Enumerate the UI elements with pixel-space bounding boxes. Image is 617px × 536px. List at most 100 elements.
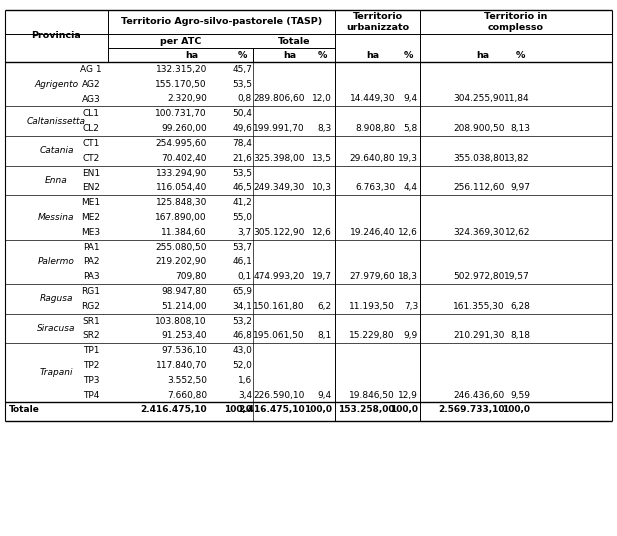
Text: AG 1: AG 1 [80, 65, 102, 74]
Text: 14.449,30: 14.449,30 [349, 94, 395, 103]
Text: 70.402,40: 70.402,40 [162, 154, 207, 163]
Text: 9,4: 9,4 [404, 94, 418, 103]
Text: Totale: Totale [278, 36, 310, 46]
Text: 255.080,50: 255.080,50 [155, 242, 207, 251]
Text: Ragusa: Ragusa [39, 294, 73, 303]
Text: CL1: CL1 [83, 109, 99, 118]
Text: 249.349,30: 249.349,30 [254, 183, 305, 192]
Text: 78,4: 78,4 [232, 139, 252, 148]
Text: Palermo: Palermo [38, 257, 75, 266]
Text: 2.569.733,10: 2.569.733,10 [439, 405, 505, 414]
Text: %: % [238, 50, 247, 59]
Text: CT2: CT2 [83, 154, 99, 163]
Text: 100,0: 100,0 [304, 405, 332, 414]
Text: 289.806,60: 289.806,60 [254, 94, 305, 103]
Text: 15.229,80: 15.229,80 [349, 331, 395, 340]
Text: ha: ha [283, 50, 297, 59]
Text: ME2: ME2 [81, 213, 101, 222]
Text: 12,6: 12,6 [312, 228, 332, 237]
Text: 12,6: 12,6 [398, 228, 418, 237]
Text: 11,84: 11,84 [504, 94, 530, 103]
Text: %: % [404, 50, 413, 59]
Text: 155.170,50: 155.170,50 [155, 80, 207, 88]
Text: 210.291,30: 210.291,30 [453, 331, 505, 340]
Text: TP2: TP2 [83, 361, 99, 370]
Text: Messina: Messina [38, 213, 75, 222]
Text: Agrigento: Agrigento [35, 80, 78, 88]
Text: 19,7: 19,7 [312, 272, 332, 281]
Text: 6,28: 6,28 [510, 302, 530, 311]
Text: 91.253,40: 91.253,40 [162, 331, 207, 340]
Text: 49,6: 49,6 [232, 124, 252, 133]
Text: 50,4: 50,4 [232, 109, 252, 118]
Text: 132.315,20: 132.315,20 [155, 65, 207, 74]
Text: 45,7: 45,7 [232, 65, 252, 74]
Text: 53,2: 53,2 [232, 316, 252, 325]
Text: 53,5: 53,5 [232, 80, 252, 88]
Text: 133.294,90: 133.294,90 [155, 168, 207, 177]
Text: 9,4: 9,4 [318, 391, 332, 399]
Text: 709,80: 709,80 [175, 272, 207, 281]
Text: EN2: EN2 [82, 183, 100, 192]
Text: 199.991,70: 199.991,70 [254, 124, 305, 133]
Text: 195.061,50: 195.061,50 [254, 331, 305, 340]
Text: 150.161,80: 150.161,80 [254, 302, 305, 311]
Text: 305.122,90: 305.122,90 [254, 228, 305, 237]
Text: 3.552,50: 3.552,50 [167, 376, 207, 385]
Text: 8,3: 8,3 [318, 124, 332, 133]
Text: Siracusa: Siracusa [37, 324, 76, 333]
Text: 0,1: 0,1 [238, 272, 252, 281]
Text: 51.214,00: 51.214,00 [162, 302, 207, 311]
Text: 29.640,80: 29.640,80 [349, 154, 395, 163]
Text: 1,6: 1,6 [238, 376, 252, 385]
Text: Territorio Agro-silvo-pastorele (TASP): Territorio Agro-silvo-pastorele (TASP) [121, 18, 322, 26]
Text: Trapani: Trapani [39, 368, 73, 377]
Text: AG3: AG3 [81, 94, 101, 103]
Text: Totale: Totale [9, 405, 40, 414]
Text: 208.900,50: 208.900,50 [453, 124, 505, 133]
Text: 9,97: 9,97 [510, 183, 530, 192]
Text: ha: ha [186, 50, 199, 59]
Text: 12,9: 12,9 [398, 391, 418, 399]
Text: 100,0: 100,0 [390, 405, 418, 414]
Text: per ATC: per ATC [160, 36, 201, 46]
Text: 46,8: 46,8 [232, 331, 252, 340]
Text: 161.355,30: 161.355,30 [453, 302, 505, 311]
Text: CL2: CL2 [83, 124, 99, 133]
Text: ha: ha [366, 50, 379, 59]
Text: 2.416.475,10: 2.416.475,10 [238, 405, 305, 414]
Text: 11.384,60: 11.384,60 [161, 228, 207, 237]
Text: 10,3: 10,3 [312, 183, 332, 192]
Text: 0,8: 0,8 [238, 94, 252, 103]
Text: 6,2: 6,2 [318, 302, 332, 311]
Text: 19,57: 19,57 [504, 272, 530, 281]
Text: 100.731,70: 100.731,70 [155, 109, 207, 118]
Text: 21,6: 21,6 [232, 154, 252, 163]
Text: 12,0: 12,0 [312, 94, 332, 103]
Text: 7.660,80: 7.660,80 [167, 391, 207, 399]
Text: 3,4: 3,4 [238, 391, 252, 399]
Text: 8,13: 8,13 [510, 124, 530, 133]
Text: TP3: TP3 [83, 376, 99, 385]
Text: Caltanissetta: Caltanissetta [27, 117, 86, 126]
Text: 4,4: 4,4 [404, 183, 418, 192]
Text: 355.038,80: 355.038,80 [453, 154, 505, 163]
Text: 6.763,30: 6.763,30 [355, 183, 395, 192]
Text: 8,1: 8,1 [318, 331, 332, 340]
Text: Enna: Enna [45, 176, 68, 185]
Text: ha: ha [476, 50, 489, 59]
Text: 19.246,40: 19.246,40 [349, 228, 395, 237]
Text: 19.846,50: 19.846,50 [349, 391, 395, 399]
Text: PA1: PA1 [83, 242, 99, 251]
Text: 2.416.475,10: 2.416.475,10 [141, 405, 207, 414]
Text: 13,5: 13,5 [312, 154, 332, 163]
Text: PA2: PA2 [83, 257, 99, 266]
Text: 254.995,60: 254.995,60 [155, 139, 207, 148]
Text: 19,3: 19,3 [398, 154, 418, 163]
Text: 3,7: 3,7 [238, 228, 252, 237]
Text: 9,59: 9,59 [510, 391, 530, 399]
Text: ME3: ME3 [81, 228, 101, 237]
Text: 98.947,80: 98.947,80 [161, 287, 207, 296]
Text: PA3: PA3 [83, 272, 99, 281]
Text: 325.398,00: 325.398,00 [254, 154, 305, 163]
